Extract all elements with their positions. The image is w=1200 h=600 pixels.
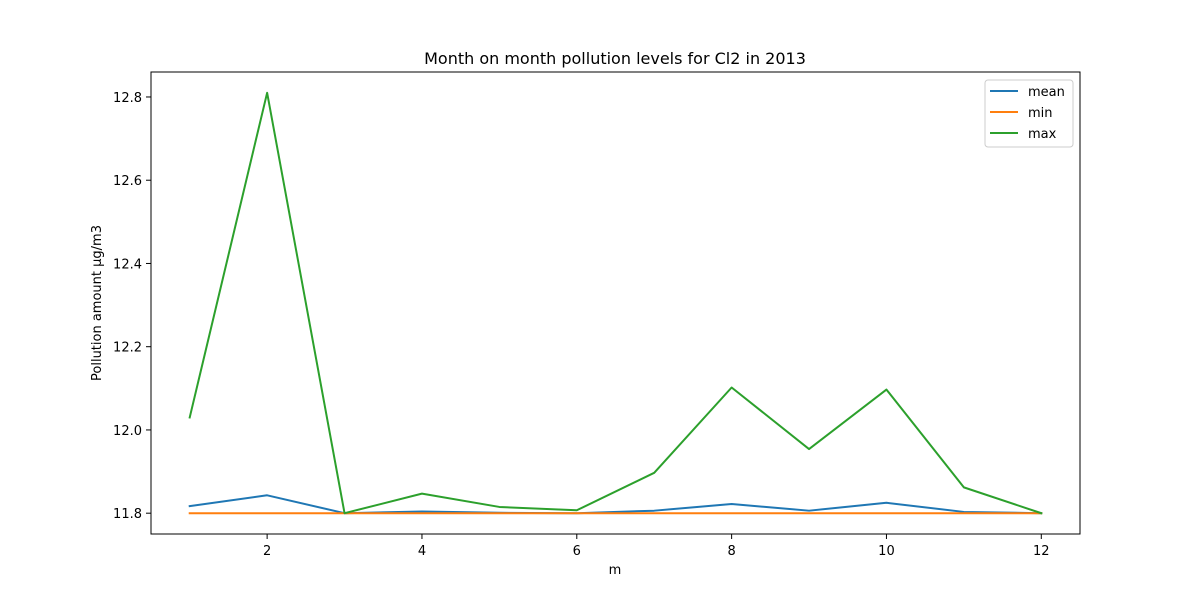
x-tick-label: 4 (418, 544, 426, 559)
legend-label-max: max (1028, 127, 1057, 142)
y-tick-label: 11.8 (113, 507, 142, 522)
chart-title: Month on month pollution levels for Cl2 … (424, 49, 806, 68)
y-tick-label: 12.6 (113, 174, 142, 189)
x-tick-label: 6 (573, 544, 581, 559)
plot-area: 2 4 6 8 10 12 11.8 12.0 12.2 12.4 12.6 12.8 (113, 71, 1081, 559)
x-tick-label: 10 (878, 544, 895, 559)
legend-box (984, 79, 1074, 148)
y-tick-label: 12.0 (113, 424, 142, 439)
series-line-max (188, 91, 1043, 515)
y-tick-label: 12.4 (113, 257, 142, 272)
x-axis-label: m (609, 563, 622, 578)
series-line-mean (188, 494, 1043, 515)
y-tick-label: 12.2 (113, 341, 142, 356)
x-tick-label: 8 (727, 544, 735, 559)
legend: mean min max (984, 79, 1074, 148)
y-axis-label: Pollution amount µg/m3 (90, 225, 105, 381)
y-tick-label: 12.8 (113, 91, 142, 106)
axes-frame (150, 71, 1081, 535)
legend-label-min: min (1028, 106, 1053, 121)
x-tick-label: 2 (263, 544, 271, 559)
legend-label-mean: mean (1028, 85, 1065, 100)
x-tick-label: 12 (1033, 544, 1050, 559)
